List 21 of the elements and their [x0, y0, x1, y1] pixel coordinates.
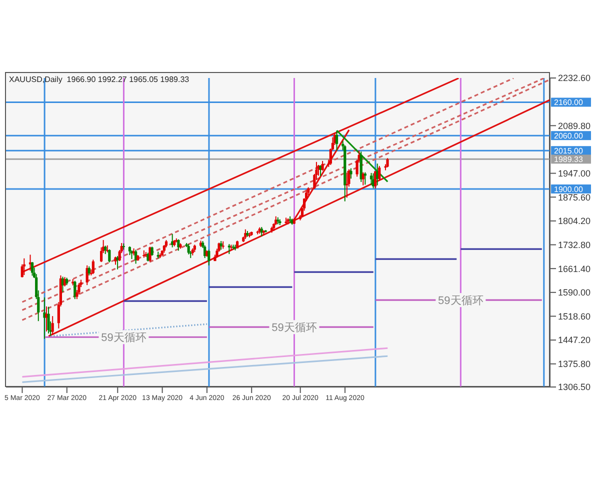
- y-tick-label: 1947.00: [558, 168, 591, 178]
- ref-line-label: 1900.00: [554, 184, 584, 194]
- ref-line-label: 2060.00: [554, 132, 584, 141]
- y-tick-label: 1804.20: [558, 216, 591, 226]
- y-tick-label: 1732.80: [558, 240, 591, 250]
- y-tick-label: 1375.80: [558, 359, 591, 370]
- annotation: 59天循环: [438, 295, 484, 308]
- ref-line-label: 1989.33: [554, 155, 584, 164]
- y-tick-label: 1447.20: [558, 335, 591, 346]
- y-tick-label: 2232.60: [558, 73, 591, 84]
- y-tick-label: 1590.00: [558, 288, 591, 298]
- y-tick-label: 1306.50: [558, 382, 591, 392]
- annotation: 59天循环: [101, 332, 146, 344]
- ref-line-label: 2015.00: [554, 146, 584, 156]
- y-tick-label: 1661.40: [558, 264, 591, 274]
- ref-line-label: 2160.00: [554, 98, 584, 108]
- y-tick-label: 1875.60: [558, 192, 591, 202]
- annotation: 59天循环: [272, 322, 317, 334]
- chart-title: XAUUSD,Daily 1966.90 1992.27 1965.05 1989.33: [9, 75, 190, 84]
- y-tick-label: 1518.60: [558, 311, 591, 322]
- y-tick-label: 2089.80: [558, 120, 591, 131]
